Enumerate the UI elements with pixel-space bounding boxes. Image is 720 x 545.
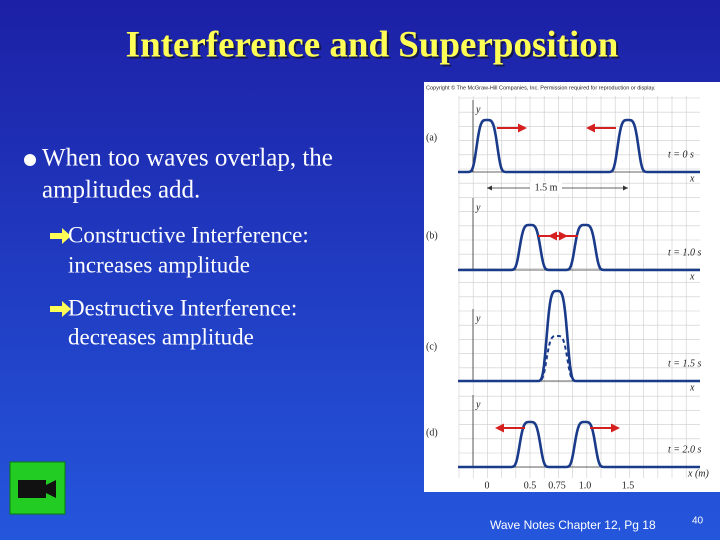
- x-tick-label: 1.0: [579, 480, 592, 491]
- y-axis-label: y: [475, 399, 481, 410]
- page-number: 40: [692, 516, 704, 527]
- title-shadow: Interference and Superposition: [128, 26, 621, 67]
- distance-label-bg: [530, 182, 562, 194]
- x-axis-label: x: [689, 271, 695, 282]
- wave: [458, 223, 700, 272]
- x-tick-label: 0.75: [548, 480, 566, 491]
- wave-component: [458, 335, 700, 382]
- figure: Copyright © The McGraw-Hill Companies, I…: [424, 82, 720, 492]
- panel-label: (c): [426, 341, 437, 352]
- figure-panel: [424, 82, 720, 492]
- time-label: t = 0 s: [668, 149, 694, 160]
- x-tick-label: 1.5: [622, 480, 635, 491]
- x-axis-label: x: [689, 382, 695, 393]
- y-axis-label: y: [475, 313, 481, 324]
- bullet-dot: [24, 154, 36, 166]
- distance-label: 1.5 m: [535, 182, 558, 193]
- time-label: t = 1.5 s: [668, 358, 702, 369]
- x-tick-label: 0.5: [524, 480, 537, 491]
- bullet-text: When too waves overlap, the: [42, 145, 333, 172]
- panels: (a) y t = 0 s x (b) y t = 1.0 s x (c) y t = 1.5 s x…: [426, 100, 709, 479]
- bullet-text: amplitudes add.: [42, 177, 200, 204]
- wave: [458, 420, 700, 469]
- panel-label: (a): [426, 132, 437, 143]
- sub-bullet-text: decreases amplitude: [68, 324, 254, 349]
- title: Interference and Superposition: [126, 24, 619, 65]
- x-tick-label: 0: [485, 480, 490, 491]
- footer: Wave Notes Chapter 12, Pg 18: [490, 518, 656, 532]
- motion-arrowhead: [518, 123, 527, 133]
- motion-arrowhead: [586, 123, 595, 133]
- sub-bullet-text: Destructive Interference:: [68, 295, 297, 320]
- y-axis-label: y: [475, 202, 481, 213]
- motion-arrowhead: [611, 423, 620, 433]
- sub-bullet-text: increases amplitude: [68, 252, 250, 277]
- panel-label: (b): [426, 230, 438, 241]
- panel-label: (d): [426, 427, 438, 438]
- grid: [458, 96, 700, 478]
- sub-bullet-arrow: [50, 301, 71, 317]
- y-axis-label: y: [475, 104, 481, 115]
- time-label: t = 1.0 s: [668, 247, 702, 258]
- time-label: t = 2.0 s: [668, 444, 702, 455]
- copyright: Copyright © The McGraw-Hill Companies, I…: [426, 84, 656, 91]
- sub-bullet-text: Constructive Interference:: [68, 222, 309, 247]
- camera-glyph: [18, 480, 56, 498]
- x-axis-label: x: [689, 173, 695, 184]
- motion-arrowhead: [495, 423, 504, 433]
- wave: [458, 118, 700, 174]
- sub-bullet-arrow: [50, 228, 71, 244]
- x-axis-label: x (m): [687, 468, 709, 479]
- motion-arrowhead: [548, 231, 557, 241]
